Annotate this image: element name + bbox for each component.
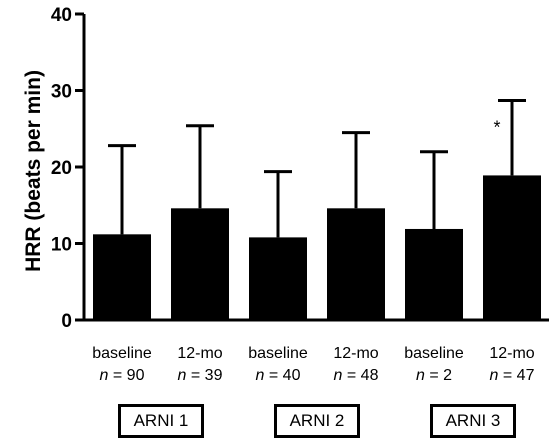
x-category-label: baseline: [92, 345, 152, 362]
bar: [171, 208, 229, 320]
n-symbol: n: [100, 367, 109, 384]
x-axis-labels: baseline n = 90 12-mo n = 39 baseline n = 40 1…: [92, 345, 535, 384]
x-category-label: baseline: [404, 345, 464, 362]
x-category-label: 12-mo: [177, 345, 222, 362]
bar: [93, 234, 151, 320]
x-n-label: n = 47: [490, 367, 535, 384]
bar: [483, 175, 541, 320]
group-label: ARNI 3: [430, 404, 516, 438]
n-value: = 2: [425, 367, 452, 384]
x-n-label: n = 48: [334, 367, 379, 384]
x-category-label: baseline: [248, 345, 308, 362]
n-value: = 90: [108, 367, 144, 384]
n-symbol: n: [416, 367, 425, 384]
significance-marker: *: [493, 117, 500, 137]
n-symbol: n: [334, 367, 343, 384]
n-value: = 48: [342, 367, 378, 384]
y-tick-label: 0: [61, 311, 72, 332]
x-n-label: n = 90: [100, 367, 145, 384]
group-label: ARNI 2: [274, 404, 360, 438]
y-axis: 0 10 20 30 40: [51, 5, 549, 332]
n-value: = 40: [264, 367, 300, 384]
x-category-label: 12-mo: [333, 345, 378, 362]
x-n-label: n = 39: [178, 367, 223, 384]
n-symbol: n: [178, 367, 187, 384]
bar: [249, 237, 307, 320]
n-symbol: n: [490, 367, 499, 384]
y-axis-title: HRR (beats per min): [22, 70, 45, 272]
n-value: = 39: [186, 367, 222, 384]
y-tick-label: 10: [51, 235, 72, 256]
y-tick-label: 40: [51, 5, 72, 26]
bar: [405, 228, 463, 320]
y-tick-label: 30: [51, 82, 72, 103]
x-n-label: n = 2: [416, 367, 452, 384]
y-tick-label: 20: [51, 158, 72, 179]
n-symbol: n: [256, 367, 265, 384]
x-category-label: 12-mo: [489, 345, 534, 362]
bar: [327, 208, 385, 320]
group-label: ARNI 1: [118, 404, 204, 438]
n-value: = 47: [498, 367, 534, 384]
x-n-label: n = 40: [256, 367, 301, 384]
bars: *: [93, 98, 541, 320]
